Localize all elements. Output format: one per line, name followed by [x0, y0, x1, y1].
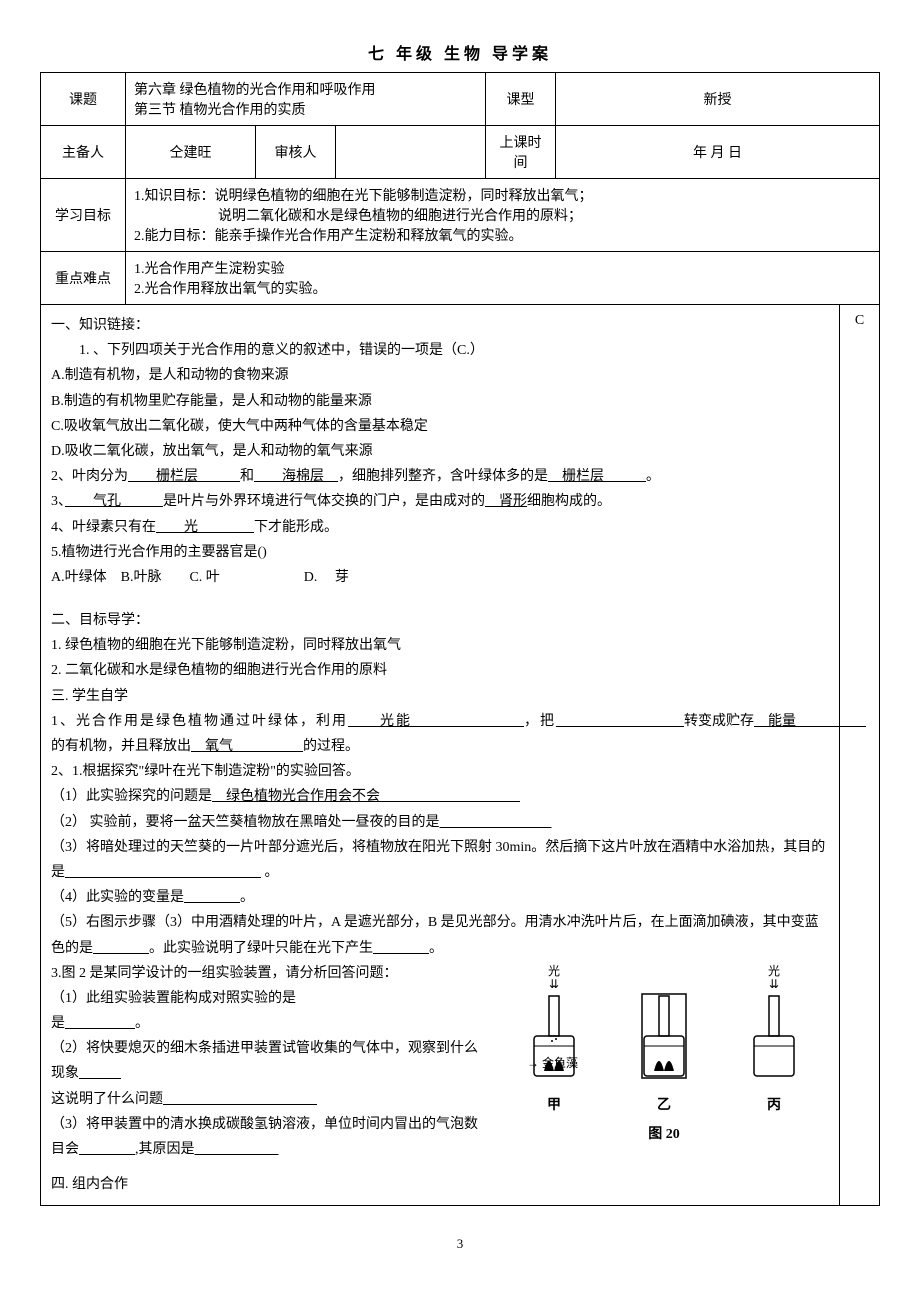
q3-pre: 3、	[51, 494, 65, 509]
s3-q2-4-text: （4）此实验的变量是	[51, 890, 184, 905]
section3-heading: 三. 学生自学	[51, 684, 829, 709]
s3-q2-5-end: 。	[429, 941, 443, 956]
s3-q2-2-text: （2） 实验前，要将一盆天竺葵植物放在黑暗处一昼夜的目的是	[51, 815, 440, 830]
q2-blank1: 栅栏层	[128, 469, 240, 484]
s3-q1-blank2	[556, 714, 684, 729]
q3-blank2: 肾形	[485, 494, 527, 509]
type-label: 课型	[486, 73, 556, 126]
s3-q3-3-blank2	[195, 1142, 279, 1157]
s3-q1-mid3: 的有机物，并且释放出	[51, 739, 191, 754]
q1-option-d: D.吸收二氧化碳，放出氧气，是人和动物的氧气来源	[51, 439, 829, 464]
q1-option-b: B.制造的有机物里贮存能量，是人和动物的能量来源	[51, 389, 829, 414]
worksheet-table: 课题 第六章 绿色植物的光合作用和呼吸作用 第三节 植物光合作用的实质 课型 新…	[40, 72, 880, 1206]
s3-q3-1-text: （1）此组实验装置能构成对照实验的是	[51, 991, 296, 1006]
s3-q3-3-blank	[79, 1142, 135, 1157]
q2-blank3: 栅栏层	[548, 469, 646, 484]
q2-mid1: 和	[240, 469, 254, 484]
q2-blank2: 海棉层	[254, 469, 338, 484]
q2-line: 2、叶肉分为 栅栏层 和 海棉层 ，细胞排列整齐，含叶绿体多的是 栅栏层 。	[51, 464, 829, 489]
tube-label-yi: 乙	[657, 1093, 671, 1118]
s3-q1-line: 1、光合作用是绿色植物通过叶绿体，利用 光能 ，把 转变成贮存 能量 的有机物，…	[51, 709, 829, 759]
q5-line: 5.植物进行光合作用的主要器官是()	[51, 540, 829, 565]
s3-q3-2-blank2	[163, 1092, 317, 1107]
q3-blank1: 气孔	[65, 494, 163, 509]
light-label-jia: 光⇊	[548, 965, 560, 991]
s3-q2-5-mid: 。此实验说明了绿叶只能在光下产生	[149, 941, 373, 956]
page-container: 七 年级 生物 导学案 课题 第六章 绿色植物的光合作用和呼吸作用 第三节 植物…	[40, 40, 880, 1252]
section4-heading: 四. 组内合作	[51, 1172, 829, 1197]
s3-q2: 2、1.根据探究"绿叶在光下制造淀粉"的实验回答。	[51, 759, 829, 784]
q2-pre: 2、叶肉分为	[51, 469, 128, 484]
s3-q1-blank1: 光能	[348, 714, 524, 729]
s3-q1-end: 的过程。	[303, 739, 359, 754]
margin-note: C	[840, 305, 880, 1206]
reviewer-value	[336, 126, 486, 179]
q5-options: A.叶绿体 B.叶脉 C. 叶 D. 芽	[51, 565, 829, 590]
q4-end: 下才能形成。	[254, 520, 338, 535]
q4-blank: 光	[156, 520, 254, 535]
algae-arrow: →	[527, 1056, 542, 1070]
s3-q1-blank3: 能量	[754, 714, 866, 729]
s3-q2-3-end: 。	[261, 865, 279, 880]
goal-label: 学习目标	[41, 179, 126, 252]
topic-value: 第六章 绿色植物的光合作用和呼吸作用 第三节 植物光合作用的实质	[126, 73, 486, 126]
experiment-diagram: 光⇊ 光⇊	[499, 965, 829, 1147]
s3-q2-4-blank	[184, 890, 240, 905]
s3-q2-2: （2） 实验前，要将一盆天竺葵植物放在黑暗处一昼夜的目的是	[51, 810, 829, 835]
light-label-bing: 光⇊	[768, 965, 780, 991]
s3-q2-4: （4）此实验的变量是 。	[51, 885, 829, 910]
s3-q2-2-blank	[440, 815, 552, 830]
q2-mid2: ，细胞排列整齐，含叶绿体多的是	[338, 469, 548, 484]
s3-q2-3-blank	[65, 865, 261, 880]
q1-option-c: C.吸收氧气放出二氧化碳，使大气中两种气体的含量基本稳定	[51, 414, 829, 439]
s3-q2-1: （1）此实验探究的问题是 绿色植物光合作用会不会	[51, 784, 829, 809]
s3-q3-2-blank	[79, 1066, 121, 1081]
q2-end: 。	[646, 469, 660, 484]
q1-option-a: A.制造有机物，是人和动物的食物来源	[51, 363, 829, 388]
tube-label-jia: 甲	[547, 1093, 561, 1118]
section2-heading: 二、目标导学：	[51, 608, 829, 633]
s3-q2-5-blank2	[373, 941, 429, 956]
reviewer-label: 审核人	[256, 126, 336, 179]
difficulty-value: 1.光合作用产生淀粉实验 2.光合作用释放出氧气的实验。	[126, 252, 880, 305]
main-content: 一、知识链接： 1. 、下列四项关于光合作用的意义的叙述中，错误的一项是（C.）…	[41, 305, 840, 1206]
s3-q1-mid2: 转变成贮存	[684, 714, 754, 729]
time-value: 年 月 日	[556, 126, 880, 179]
s3-q1-pre: 1、光合作用是绿色植物通过叶绿体，利用	[51, 714, 348, 729]
author-label: 主备人	[41, 126, 126, 179]
goal-value: 1.知识目标：说明绿色植物的细胞在光下能够制造淀粉，同时释放出氧气； 说明二氧化…	[126, 179, 880, 252]
q1-intro: 1. 、下列四项关于光合作用的意义的叙述中，错误的一项是（C.）	[51, 338, 829, 363]
s3-q2-4-end: 。	[240, 890, 254, 905]
s3-q2-5-blank	[93, 941, 149, 956]
type-value: 新授	[556, 73, 880, 126]
s2-item1: 1. 绿色植物的细胞在光下能够制造淀粉，同时释放出氧气	[51, 633, 829, 658]
s3-q2-5: （5）右图示步骤（3）中用酒精处理的叶片，A 是遮光部分，B 是见光部分。用清水…	[51, 910, 829, 960]
section1-heading: 一、知识链接：	[51, 313, 829, 338]
difficulty-label: 重点难点	[41, 252, 126, 305]
author-value: 仝建旺	[126, 126, 256, 179]
tube-label-bing: 丙	[767, 1093, 781, 1118]
page-number: 3	[40, 1236, 880, 1252]
page-title: 七 年级 生物 导学案	[40, 40, 880, 64]
algae-label: 金鱼藻	[542, 1056, 578, 1070]
s3-q1-blank4: 氧气	[191, 739, 303, 754]
s3-q2-1-pre: （1）此实验探究的问题是	[51, 789, 212, 804]
q3-line: 3、 气孔 是叶片与外界环境进行气体交换的门户，是由成对的 肾形细胞构成的。	[51, 489, 829, 514]
s3-q3-3-mid: ,其原因是	[135, 1142, 195, 1157]
topic-label: 课题	[41, 73, 126, 126]
q4-pre: 4、叶绿素只有在	[51, 520, 156, 535]
s2-item2: 2. 二氧化碳和水是绿色植物的细胞进行光合作用的原料	[51, 658, 829, 683]
q3-end: 细胞构成的。	[527, 494, 611, 509]
s3-q3-2-end: 这说明了什么问题	[51, 1092, 163, 1107]
q4-line: 4、叶绿素只有在 光 下才能形成。	[51, 515, 829, 540]
s3-q2-3: （3）将暗处理过的天竺葵的一片叶部分遮光后，将植物放在阳光下照射 30min。然…	[51, 835, 829, 885]
s3-q1-mid1: ，把	[524, 714, 556, 729]
s3-q2-1-blank: 绿色植物光合作用会不会	[212, 789, 520, 804]
figure-caption: 图 20	[499, 1122, 829, 1147]
time-label: 上课时间	[486, 126, 556, 179]
q3-mid: 是叶片与外界环境进行气体交换的门户，是由成对的	[163, 494, 485, 509]
s3-q3-1-blank	[65, 1016, 135, 1031]
